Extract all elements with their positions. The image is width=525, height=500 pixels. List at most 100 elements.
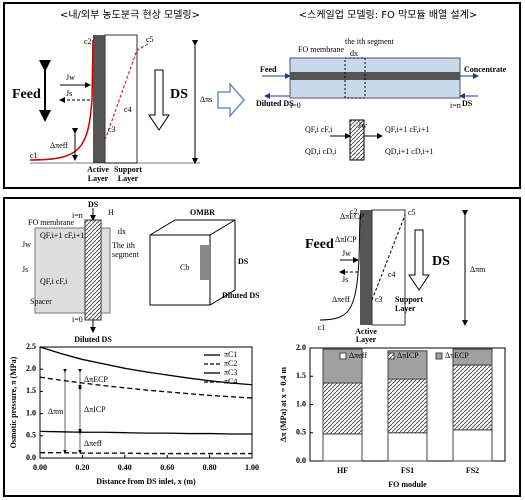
label: Js: [66, 89, 72, 98]
diagram-ombr: DS i=n H FO membrane dx The ith segment …: [22, 200, 260, 344]
label: DS: [88, 200, 99, 209]
bar-segment: [322, 433, 363, 462]
label: H: [108, 208, 114, 217]
label: c1: [318, 323, 326, 332]
legend-label: πC1: [224, 350, 237, 359]
label: Diluted DS: [256, 99, 294, 108]
label: Jw: [342, 249, 351, 258]
label: FO membrane: [28, 218, 74, 227]
annotation: Δπeff: [84, 439, 102, 448]
label: Δπeff: [332, 295, 350, 304]
label: Layer: [356, 335, 377, 344]
y-tick-label: 0.0: [26, 453, 36, 462]
label: c3: [375, 295, 383, 304]
label: c5: [408, 208, 416, 217]
y-tick-label: 0.0: [296, 456, 306, 465]
line-series: [40, 452, 252, 455]
label: Concentrate: [464, 65, 507, 74]
y-tick-label: 2.5: [26, 342, 36, 351]
label: Support: [395, 295, 423, 304]
x-tick-label: 1.00: [245, 463, 259, 472]
label: Layer: [88, 174, 109, 183]
y-axis-label: Δπ (MPa) at x = 0.4 m: [279, 367, 288, 442]
annotation: ΔπECP: [84, 375, 108, 384]
bar-segment: [387, 378, 428, 434]
membrane: [290, 72, 460, 80]
label: DS: [462, 99, 473, 108]
label: QF,i+1 cF,i+1: [385, 125, 429, 134]
support-layer: [104, 34, 138, 164]
label: Cb: [180, 263, 189, 272]
legend-label: πC3: [224, 368, 237, 377]
label: i=n: [450, 101, 461, 110]
label: Feed: [305, 237, 334, 252]
label: FO membrane: [298, 45, 344, 54]
label: Layer: [118, 174, 139, 183]
label: c4: [124, 105, 132, 114]
y-tick-label: 1.5: [296, 371, 306, 380]
label: dx: [350, 49, 358, 58]
x-tick-label: 0.00: [33, 463, 47, 472]
legend-swatch: [435, 352, 443, 360]
line-annotations: ΔπECP Δπm ΔπICP Δπeff: [48, 369, 108, 454]
label: c5: [146, 35, 154, 44]
bar-segment: [452, 364, 493, 431]
top-panel: [3, 2, 521, 189]
y-tick-label: 1.0: [296, 399, 306, 408]
label: c1: [30, 151, 38, 160]
bar-segment: [387, 432, 428, 462]
label: Δπs: [200, 95, 212, 104]
legend-label: ΔπECP: [445, 351, 469, 360]
annotation: ΔπICP: [84, 405, 106, 414]
module: [200, 245, 210, 280]
x-tick-label: FS1: [401, 466, 414, 475]
label: segment: [112, 250, 139, 259]
profile: [371, 214, 406, 301]
y-axis-label: Osmotic pressure, π (MPa): [9, 356, 18, 448]
x-tick-label: FS2: [466, 466, 479, 475]
diagram-polarization: Feed ΔπECP ΔπICP Jw Js DS Δπm Δπeff c1 c…: [305, 207, 486, 344]
bar-segment: [452, 348, 493, 366]
profile: [29, 39, 94, 161]
label: Δπeff: [50, 141, 68, 150]
label: i=0: [290, 101, 301, 110]
x-tick-label: HF: [337, 466, 348, 475]
y-tick-label: 2.0: [296, 343, 306, 352]
label: ΔπICP: [335, 235, 357, 244]
label: Spacer: [30, 297, 52, 306]
label: OMBR: [190, 208, 215, 217]
label: Feed: [260, 65, 277, 74]
y-tick-label: 2.0: [26, 364, 36, 373]
y-tick-label: 1.0: [26, 408, 36, 417]
line-series: [39, 346, 253, 386]
segment-detail: [349, 119, 365, 161]
x-axis-label: Distance from DS inlet, x (m): [96, 477, 196, 486]
label: Js: [342, 275, 348, 284]
bar-segment: [452, 429, 493, 462]
label: Jw: [22, 240, 31, 249]
line-series: [39, 376, 253, 399]
label: QD,i cD,i: [305, 147, 337, 156]
label: DS: [432, 254, 450, 269]
profile: [319, 214, 361, 321]
arrow: [408, 229, 430, 291]
label: The ith: [112, 241, 135, 250]
x-tick-label: 0.40: [118, 463, 132, 472]
label: ΔπECP: [340, 212, 364, 221]
label: c2: [84, 37, 92, 46]
label: Js: [22, 265, 28, 274]
legend-swatch: [339, 352, 347, 360]
x-axis-label: FO module: [388, 480, 427, 489]
legend-label: Δπeff: [349, 351, 367, 360]
annotation: Δπm: [48, 407, 64, 416]
legend-label: πC2: [224, 359, 237, 368]
label: QF,i cF,i: [305, 125, 333, 134]
label: Active: [355, 327, 377, 336]
title: <스케일업 모델링: FO 막모듈 배열 설계>: [299, 8, 477, 21]
diagram-concentration: Feed Jw Js DS Δπs Δπeff c1 c2 c3 c4 c5 A…: [12, 34, 212, 183]
label: Diluted DS: [74, 335, 112, 344]
profile: [104, 42, 151, 141]
x-tick-label: 0.80: [203, 463, 217, 472]
bottom-panel: [3, 197, 521, 497]
